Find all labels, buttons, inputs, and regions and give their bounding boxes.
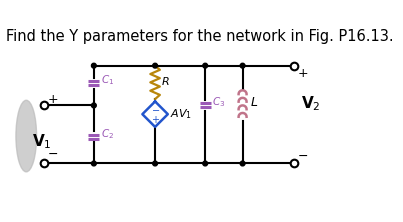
Text: Find the Y parameters for the network in Fig. P16.13.: Find the Y parameters for the network in… <box>6 29 394 44</box>
Text: $\mathbf{V}_2$: $\mathbf{V}_2$ <box>301 95 320 113</box>
Ellipse shape <box>16 100 37 172</box>
Circle shape <box>203 161 208 166</box>
Text: $L$: $L$ <box>250 96 258 109</box>
Circle shape <box>91 161 96 166</box>
Circle shape <box>153 63 158 68</box>
Text: $+$: $+$ <box>47 93 58 106</box>
Text: $C_1$: $C_1$ <box>101 73 114 87</box>
Text: $C_3$: $C_3$ <box>212 95 226 109</box>
Circle shape <box>153 161 158 166</box>
Text: $AV_1$: $AV_1$ <box>170 107 192 121</box>
Circle shape <box>91 103 96 108</box>
Circle shape <box>240 63 245 68</box>
Text: $-$: $-$ <box>151 104 160 114</box>
Circle shape <box>240 161 245 166</box>
Text: $-$: $-$ <box>297 149 309 162</box>
Text: $+$: $+$ <box>151 113 160 125</box>
Text: $R$: $R$ <box>161 75 169 87</box>
Text: $+$: $+$ <box>297 67 309 80</box>
Circle shape <box>91 63 96 68</box>
Circle shape <box>203 63 208 68</box>
Text: $\mathbf{V}_1$: $\mathbf{V}_1$ <box>31 132 51 151</box>
Text: $C_2$: $C_2$ <box>101 127 114 141</box>
Text: $-$: $-$ <box>47 147 58 160</box>
